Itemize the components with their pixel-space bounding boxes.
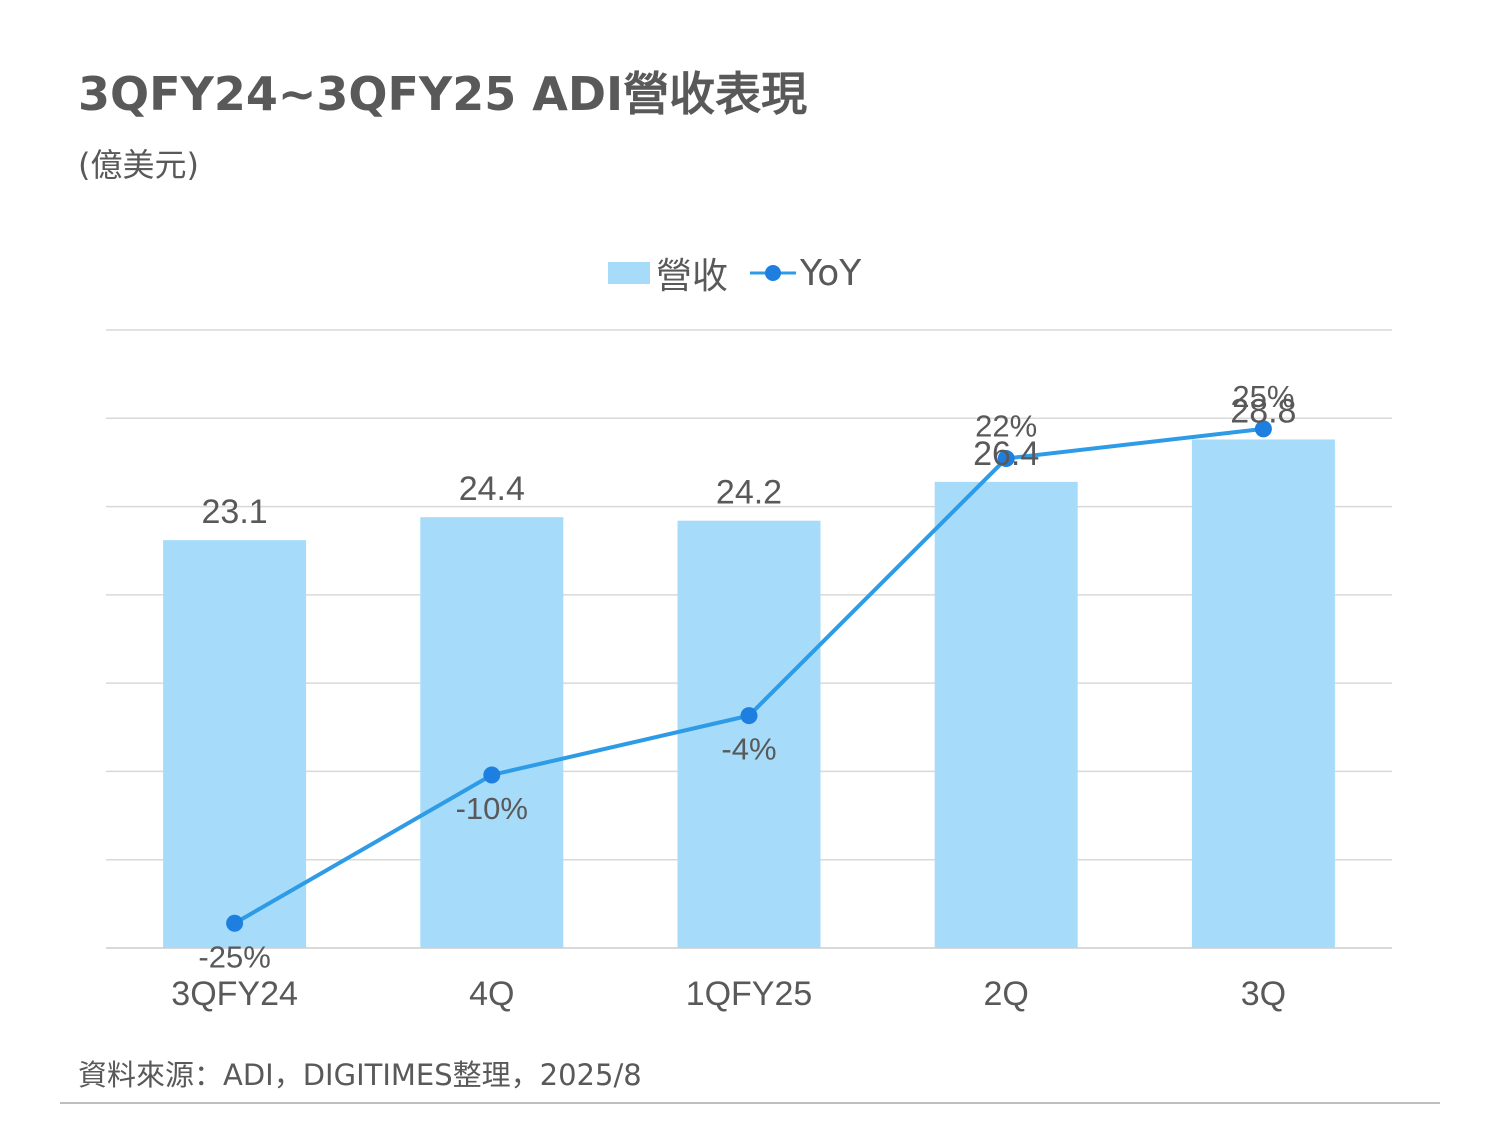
revenue-bar (934, 481, 1078, 948)
legend-label-revenue: 營收 (656, 256, 729, 297)
yoy-line (226, 420, 1272, 932)
revenue-bar (420, 517, 564, 948)
legend: 營收 YoY (608, 247, 883, 299)
legend-item-revenue: 營收 (608, 247, 728, 299)
source-note: 資料來源：ADI，DIGITIMES整理，2025/8 (78, 1058, 642, 1092)
x-tick-label: 3QFY24 (171, 975, 298, 1013)
yoy-marker (740, 707, 758, 725)
revenue-value-label: 24.2 (716, 474, 782, 512)
revenue-bar (677, 520, 821, 948)
yoy-value-label: -4% (721, 732, 776, 767)
chart-title: 3QFY24~3QFY25 ADI營收表現 (78, 67, 808, 121)
yoy-value-label: 25% (1232, 379, 1294, 414)
yoy-marker (226, 914, 244, 932)
legend-line-swatch (750, 265, 797, 281)
legend-bar-swatch (608, 262, 650, 284)
revenue-bars (163, 439, 1335, 948)
revenue-bar (163, 540, 307, 948)
x-tick-label: 1QFY25 (686, 975, 813, 1013)
yoy-marker (483, 766, 501, 784)
revenue-value-label: 26.4 (973, 435, 1039, 473)
revenue-value-label: 28.8 (1230, 392, 1296, 430)
yoy-value-label: -10% (456, 791, 528, 826)
revenue-value-label: 23.1 (202, 493, 268, 531)
revenue-bar (1191, 439, 1335, 948)
chart-unit-subtitle: (億美元) (78, 146, 199, 184)
yoy-marker (1254, 420, 1272, 438)
x-tick-label: 2Q (984, 975, 1029, 1013)
x-tick-label: 3Q (1241, 975, 1286, 1013)
x-tick-label: 4Q (469, 975, 514, 1013)
legend-item-yoy: YoY (750, 253, 861, 294)
yoy-value-label: -25% (198, 939, 270, 974)
yoy-marker (997, 450, 1015, 468)
bottom-divider (60, 1102, 1440, 1104)
revenue-value-label: 24.4 (459, 470, 525, 508)
x-axis: 3QFY24 4Q 1QFY25 2Q 3Q (171, 975, 1286, 1013)
legend-label-yoy: YoY (800, 252, 862, 294)
data-labels: 23.1 24.4 24.2 26.4 28.8 -25% -10% -4% 22% 25% (198, 379, 1296, 974)
yoy-value-label: 22% (975, 409, 1037, 444)
